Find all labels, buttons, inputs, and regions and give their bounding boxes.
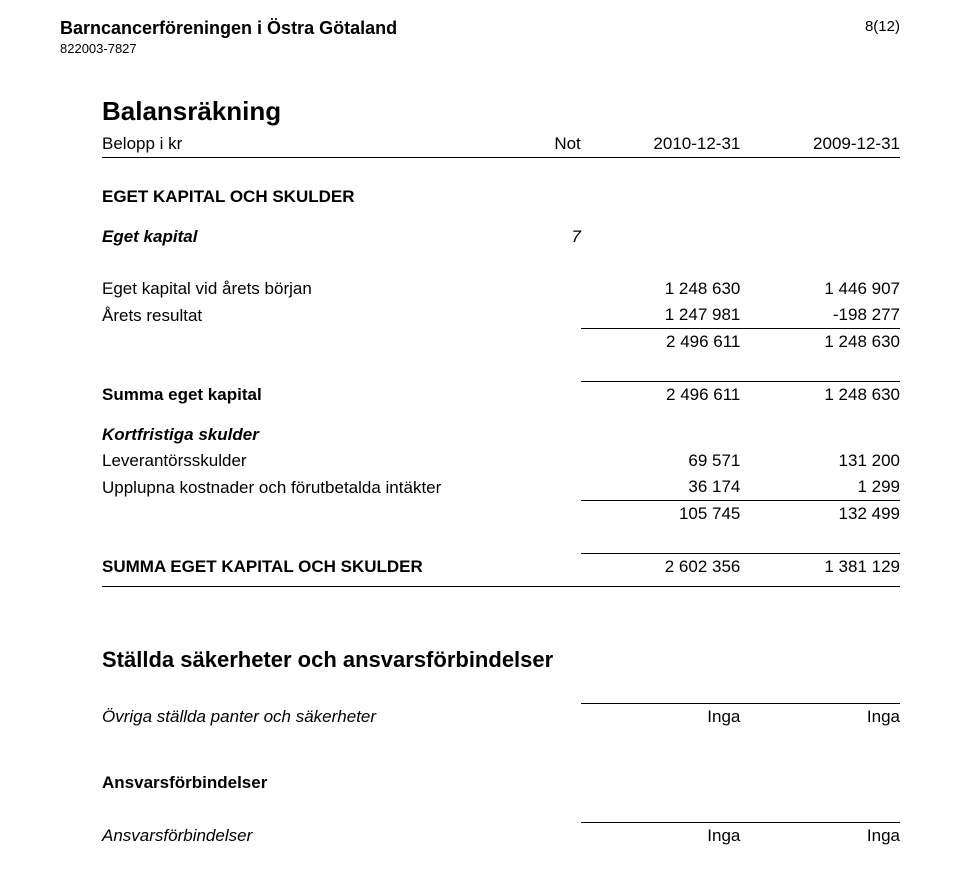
page-header: Barncancerföreningen i Östra Götaland 82…	[60, 18, 900, 56]
row-value-a: Inga	[581, 704, 741, 731]
ansvars-title: Ansvarsförbindelser	[102, 770, 900, 796]
table-row: Upplupna kostnader och förutbetalda intä…	[102, 474, 900, 501]
table-row: Leverantörsskulder 69 571 131 200	[102, 448, 900, 474]
kortfristiga-label: Kortfristiga skulder	[102, 422, 900, 448]
org-block: Barncancerföreningen i Östra Götaland 82…	[60, 18, 397, 56]
col-year-b: 2009-12-31	[740, 131, 900, 158]
subtotal-a: 105 745	[581, 501, 741, 528]
row-value-b: 1 299	[740, 474, 900, 501]
row-value-b: 1 381 129	[740, 554, 900, 581]
table-row: Årets resultat 1 247 981 -198 277	[102, 302, 900, 329]
subtotal-row: 2 496 611 1 248 630	[102, 329, 900, 356]
securities-table: Övriga ställda panter och säkerheter Ing…	[102, 689, 900, 849]
row-label: Leverantörsskulder	[102, 448, 517, 474]
page-number: 8(12)	[865, 18, 900, 35]
row-value-b: Inga	[740, 704, 900, 731]
row-value-b: 1 446 907	[740, 276, 900, 302]
section-heading: EGET KAPITAL OCH SKULDER	[102, 184, 900, 210]
grand-total-row: SUMMA EGET KAPITAL OCH SKULDER 2 602 356…	[102, 554, 900, 581]
section-heading-row: EGET KAPITAL OCH SKULDER	[102, 184, 900, 210]
col-label: Belopp i kr	[102, 131, 517, 158]
subtotal-b: 132 499	[740, 501, 900, 528]
row-label: Ansvarsförbindelser	[102, 823, 517, 850]
row-value-b: Inga	[740, 823, 900, 850]
row-label: Summa eget kapital	[102, 382, 517, 409]
eget-kapital-label: Eget kapital	[102, 224, 517, 250]
table-row: Övriga ställda panter och säkerheter Ing…	[102, 704, 900, 731]
row-value-a: 69 571	[581, 448, 741, 474]
row-label: Upplupna kostnader och förutbetalda intä…	[102, 474, 517, 501]
document-page: Barncancerföreningen i Östra Götaland 82…	[0, 0, 960, 889]
row-label: SUMMA EGET KAPITAL OCH SKULDER	[102, 554, 517, 581]
content: Balansräkning Belopp i kr Not 2010-12-31…	[102, 96, 900, 849]
row-value-a: 36 174	[581, 474, 741, 501]
eget-kapital-not: 7	[517, 224, 581, 250]
subtotal-a: 2 496 611	[581, 329, 741, 356]
row-value-b: 1 248 630	[740, 382, 900, 409]
col-not: Not	[517, 131, 581, 158]
subtotal-row: 105 745 132 499	[102, 501, 900, 528]
row-label: Övriga ställda panter och säkerheter	[102, 704, 517, 731]
row-label: Årets resultat	[102, 302, 517, 329]
column-header-row: Belopp i kr Not 2010-12-31 2009-12-31	[102, 131, 900, 158]
subtotal-b: 1 248 630	[740, 329, 900, 356]
row-value-a: 2 496 611	[581, 382, 741, 409]
row-value-a: 2 602 356	[581, 554, 741, 581]
summa-eget-kapital-row: Summa eget kapital 2 496 611 1 248 630	[102, 382, 900, 409]
row-label: Eget kapital vid årets början	[102, 276, 517, 302]
ansvars-heading-row: Ansvarsförbindelser	[102, 770, 900, 796]
section-title: Balansräkning	[102, 96, 900, 127]
row-value-a: 1 248 630	[581, 276, 741, 302]
kortfristiga-heading-row: Kortfristiga skulder	[102, 422, 900, 448]
eget-kapital-heading-row: Eget kapital 7	[102, 224, 900, 250]
grand-divider	[102, 580, 900, 587]
balance-table: Belopp i kr Not 2010-12-31 2009-12-31 EG…	[102, 131, 900, 587]
table-row: Eget kapital vid årets början 1 248 630 …	[102, 276, 900, 302]
table-row: Ansvarsförbindelser Inga Inga	[102, 823, 900, 850]
row-value-a: Inga	[581, 823, 741, 850]
securities-title: Ställda säkerheter och ansvarsförbindels…	[102, 647, 900, 673]
row-value-b: 131 200	[740, 448, 900, 474]
org-name: Barncancerföreningen i Östra Götaland	[60, 18, 397, 39]
row-value-b: -198 277	[740, 302, 900, 329]
row-value-a: 1 247 981	[581, 302, 741, 329]
org-number: 822003-7827	[60, 41, 397, 56]
col-year-a: 2010-12-31	[581, 131, 741, 158]
